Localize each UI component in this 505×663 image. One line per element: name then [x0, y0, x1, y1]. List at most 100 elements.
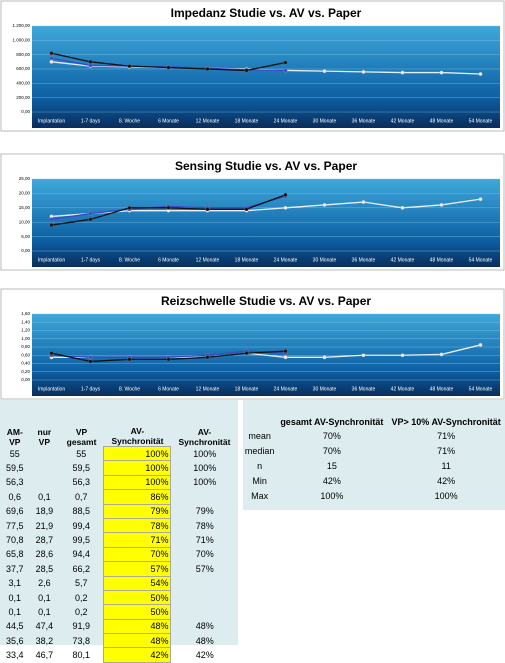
table-cell: 0,1	[8, 606, 22, 617]
y-tick-label: 0,40	[21, 361, 30, 366]
table-row: 44,5 47,4 91,9 48% 48%	[0, 618, 238, 635]
data-point	[49, 56, 54, 61]
y-tick-label: 200,00	[16, 95, 30, 100]
column-header: AM-VP	[6, 426, 23, 447]
table-cell	[30, 447, 60, 461]
data-point	[361, 200, 366, 204]
x-tick-label: 24 Monate	[274, 386, 298, 392]
table-cell: 100%	[193, 448, 217, 459]
table-cell: 70%	[322, 430, 341, 441]
table-cell: 71%	[103, 532, 172, 548]
y-tick-label: 0,20	[21, 369, 30, 374]
table-cell: 100%	[103, 460, 172, 476]
y-tick-label: 5,00	[21, 234, 30, 239]
data-point	[205, 207, 210, 212]
table-cell: 66,2	[72, 563, 91, 574]
table-cell: 100%	[434, 490, 458, 501]
table-cell: n	[257, 460, 263, 471]
x-tick-label: 30 Monate	[313, 118, 337, 124]
data-point	[283, 205, 288, 210]
table-cell: 28,6	[35, 549, 54, 560]
column-header: nur VP	[37, 426, 52, 447]
x-tick-label: 8. Woche	[119, 118, 140, 124]
y-tick-label: 1,20	[21, 328, 30, 333]
y-tick-label: 0,00	[21, 377, 30, 382]
table-cell: 59,5	[6, 463, 24, 474]
table-cell: 37,7	[6, 563, 24, 574]
table-cell: 78%	[103, 517, 172, 534]
table-cell: 48%	[195, 635, 214, 646]
table-row: 59,5 59,5 100% 100%	[0, 460, 238, 476]
table-cell: 48%	[103, 633, 172, 649]
table-cell: 71%	[437, 445, 456, 456]
y-tick-label: 1.200,00	[12, 23, 30, 28]
table-cell: 99,4	[72, 520, 91, 531]
data-point	[283, 68, 288, 73]
x-tick-label: 48 Monate	[430, 257, 454, 263]
table-cell: 80,1	[72, 650, 91, 661]
data-table: AM-VP nur VP VP gesamt AV-Synchronität AV-Sy…	[0, 400, 238, 663]
table-cell: Max	[251, 490, 269, 501]
data-point	[244, 351, 249, 356]
x-tick-label: 48 Monate	[430, 386, 454, 392]
plot-area	[32, 179, 500, 267]
table-cell: 100%	[103, 445, 172, 462]
table-cell: 55	[76, 448, 87, 459]
data-point	[478, 72, 483, 76]
table-row: 37,7 28,5 66,2 57% 57%	[0, 561, 238, 577]
y-tick-label: 1,40	[21, 319, 30, 324]
summary-table: gesamt AV-Synchronität VP> 10% AV-Synchro…	[243, 400, 505, 510]
table-row: 55 55 100% 100%	[0, 445, 238, 462]
table-cell: 100%	[103, 474, 172, 491]
table-cell: 69,6	[6, 506, 24, 517]
data-point	[322, 202, 327, 207]
x-tick-label: 18 Monate	[235, 386, 259, 392]
table-cell: 5,7	[75, 578, 88, 589]
column-header: VP gesamt	[66, 426, 97, 447]
column-header: AV-Synchronität	[178, 426, 231, 447]
data-point	[439, 352, 444, 357]
table-cell: 33,4	[6, 650, 24, 661]
data-point	[322, 355, 327, 360]
table-cell: 0,2	[75, 592, 88, 603]
table-cell: 38,2	[35, 635, 54, 646]
x-tick-label: 54 Monate	[469, 386, 493, 392]
data-point	[283, 355, 288, 360]
table-row: 69,6 18,9 88,5 79% 79%	[0, 503, 238, 519]
column-header: gesamt AV-Synchronität	[280, 417, 384, 427]
table-cell: 21,9	[35, 520, 54, 531]
data-point	[88, 63, 93, 68]
data-point	[49, 223, 54, 228]
table-cell: 0,1	[38, 491, 51, 502]
table-cell: 18,9	[35, 506, 54, 517]
table-cell: 57%	[195, 563, 214, 574]
table-cell: 0,1	[38, 606, 51, 617]
table-row: 0,6 0,1 0,7 86%	[0, 489, 238, 505]
table-cell: 100%	[320, 490, 344, 501]
y-tick-label: 0,80	[21, 344, 30, 349]
data-point	[166, 205, 171, 210]
chart: Sensing Studie vs. AV vs. Paper 0,00 5,00 1…	[0, 153, 505, 271]
table-cell: 46,7	[35, 650, 54, 661]
table-row: 77,5 21,9 99,4 78% 78%	[0, 517, 238, 534]
table-cell: 0,1	[8, 592, 22, 603]
data-point	[400, 353, 405, 358]
y-tick-label: 20,00	[19, 191, 31, 196]
data-point	[244, 68, 249, 73]
table-cell	[30, 475, 60, 489]
data-point	[49, 59, 54, 64]
x-tick-label: 24 Monate	[274, 118, 298, 124]
data-point	[244, 207, 249, 212]
x-tick-label: 54 Monate	[469, 118, 493, 124]
table-cell: 70%	[103, 546, 172, 563]
y-tick-label: 0,00	[21, 109, 30, 114]
data-point	[88, 359, 93, 364]
table-cell: 77,5	[6, 520, 24, 531]
table-row: 33,4 46,7 80,1 42% 42%	[0, 647, 238, 663]
data-point	[439, 70, 444, 75]
data-point	[478, 197, 483, 202]
data-point	[88, 59, 93, 64]
table-cell	[30, 461, 60, 475]
table-cell: 0,7	[75, 491, 88, 502]
data-point	[400, 70, 405, 75]
